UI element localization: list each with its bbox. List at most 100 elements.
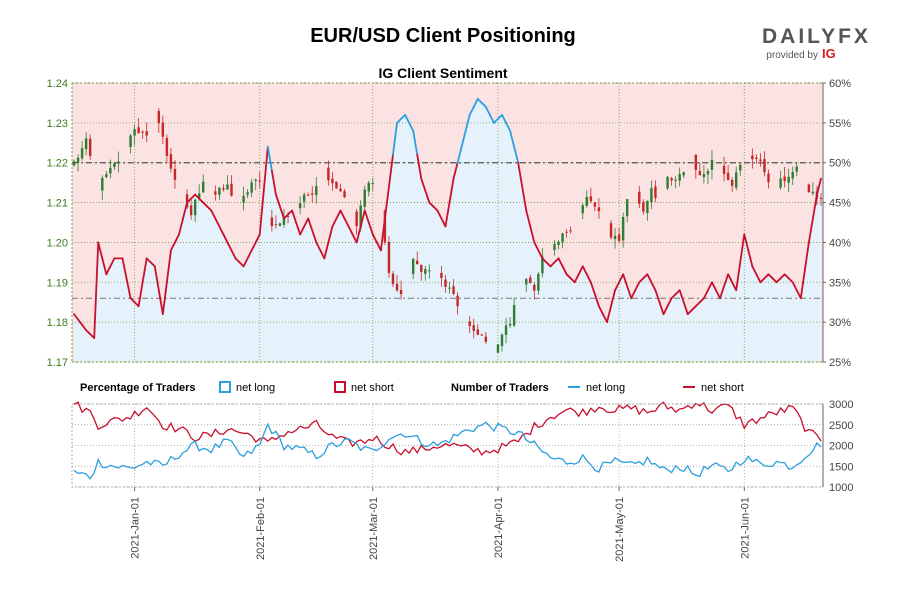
candle-body [222, 188, 225, 190]
net-long-pct-segment [137, 281, 144, 308]
candle-body [315, 186, 318, 196]
candle-body [339, 188, 342, 192]
candle-body [302, 194, 306, 202]
net-long-pct-segment [355, 225, 362, 244]
net-long-pct-segment [642, 273, 649, 280]
price-candles [72, 107, 823, 353]
candle-body [496, 344, 500, 353]
price-tick-label: 1.19 [47, 277, 68, 289]
candle-body [444, 279, 447, 287]
candle-body [169, 154, 173, 169]
candle-body [642, 202, 645, 212]
net-long-pct-segment [513, 145, 520, 164]
net-long-pct-segment [549, 261, 556, 268]
net-long-pct-segment [698, 297, 705, 304]
net-long-pct-segment [165, 249, 172, 284]
net-long-pct-segment [81, 323, 88, 332]
net-long-pct-segment [723, 273, 730, 288]
candle-body [525, 279, 528, 285]
net-long-pct-segment [384, 185, 390, 220]
net-long-pct-segment [242, 257, 249, 268]
brand-name: DAILYFX [762, 25, 871, 48]
net-long-pct-segment [488, 113, 495, 124]
net-long-pct-segment [323, 241, 330, 260]
candle-body [88, 138, 92, 156]
candle-body [101, 177, 104, 191]
net-long-pct-segment [178, 217, 184, 236]
net-long-pct-segment [541, 257, 548, 264]
candle-body [666, 176, 669, 189]
candle-body [541, 256, 544, 274]
net-long-pct-segment [222, 233, 229, 244]
net-long-pct-segment [759, 277, 766, 284]
candle-body [448, 287, 451, 289]
price-tick-label: 1.18 [47, 317, 68, 329]
net-long-pct-segment [610, 289, 616, 308]
net-long-pct-segment [141, 257, 148, 284]
date-tick-label: 2021-May-01 [614, 497, 626, 562]
net-long-pct-segment [581, 265, 588, 276]
candle-body [650, 188, 653, 203]
date-tick-label: 2021-Jan-01 [130, 497, 142, 559]
date-tick-label: 2021-Mar-01 [368, 497, 380, 560]
candle-body [117, 161, 120, 164]
net-long-pct-segment [408, 121, 415, 132]
chart-title: EUR/USD Client Positioning [310, 25, 576, 47]
net-long-pct-segment [464, 113, 471, 132]
net-long-pct-segment [145, 257, 152, 264]
candle-body [512, 305, 516, 326]
net-long-pct-segment [428, 201, 435, 208]
candle-body [807, 184, 811, 193]
traders-count-lines [73, 401, 822, 480]
net-long-pct-segment [565, 273, 572, 280]
candle-body [76, 157, 80, 163]
net-long-pct-segment [230, 249, 237, 260]
net-long-pct-segment [351, 233, 358, 244]
candle-body [783, 176, 786, 182]
candle-body [202, 181, 205, 193]
net-long-pct-segment [626, 285, 633, 300]
candle-body [734, 172, 738, 188]
net-long-pct-segment [299, 225, 306, 236]
candle-body [258, 180, 261, 182]
net-long-pct-segment [622, 273, 629, 288]
net-long-pct-segment [484, 106, 491, 116]
net-long-pct-segment [315, 241, 322, 252]
net-short-traders-line [73, 401, 822, 456]
percent-tick-label: 55% [829, 118, 851, 130]
candle-body [133, 129, 136, 136]
net-long-pct-segment [658, 301, 665, 316]
percent-tick-label: 30% [829, 317, 851, 329]
net-long-pct-segment [226, 241, 233, 252]
net-long-pct-segment [593, 293, 600, 308]
net-long-pct-segment [521, 185, 528, 212]
candle-body [585, 196, 589, 206]
date-tick-label: 2021-Feb-01 [255, 497, 267, 560]
price-tick-label: 1.20 [47, 237, 68, 249]
candle-body [589, 196, 593, 202]
net-long-pct-segment [646, 273, 653, 284]
net-long-pct-segment [371, 233, 378, 244]
net-long-pct-segment [161, 281, 168, 316]
net-long-pct-segment [799, 269, 806, 300]
candle-body [250, 182, 253, 193]
net-long-pct-segment [561, 265, 568, 276]
net-long-pct-segment [266, 145, 273, 172]
candle-body [306, 194, 310, 196]
net-long-pct-segment [404, 113, 411, 124]
net-long-pct-segment [412, 129, 419, 156]
candle-body [456, 295, 459, 307]
net-long-pct-segment [109, 257, 116, 268]
net-long-pct-segment [444, 201, 451, 228]
candle-body [529, 277, 532, 283]
candle-body [739, 164, 742, 171]
traders-tick-label: 1500 [829, 461, 853, 473]
net-long-pct-segment [170, 241, 176, 252]
net-long-pct-segment [577, 265, 584, 276]
candle-body [698, 170, 702, 176]
net-long-pct-segment [182, 201, 188, 220]
net-long-pct-segment [448, 177, 455, 204]
net-long-pct-segment [682, 301, 689, 316]
traders-tick-label: 3000 [829, 399, 853, 411]
date-tick-label: 2021-Jun-01 [739, 497, 751, 559]
